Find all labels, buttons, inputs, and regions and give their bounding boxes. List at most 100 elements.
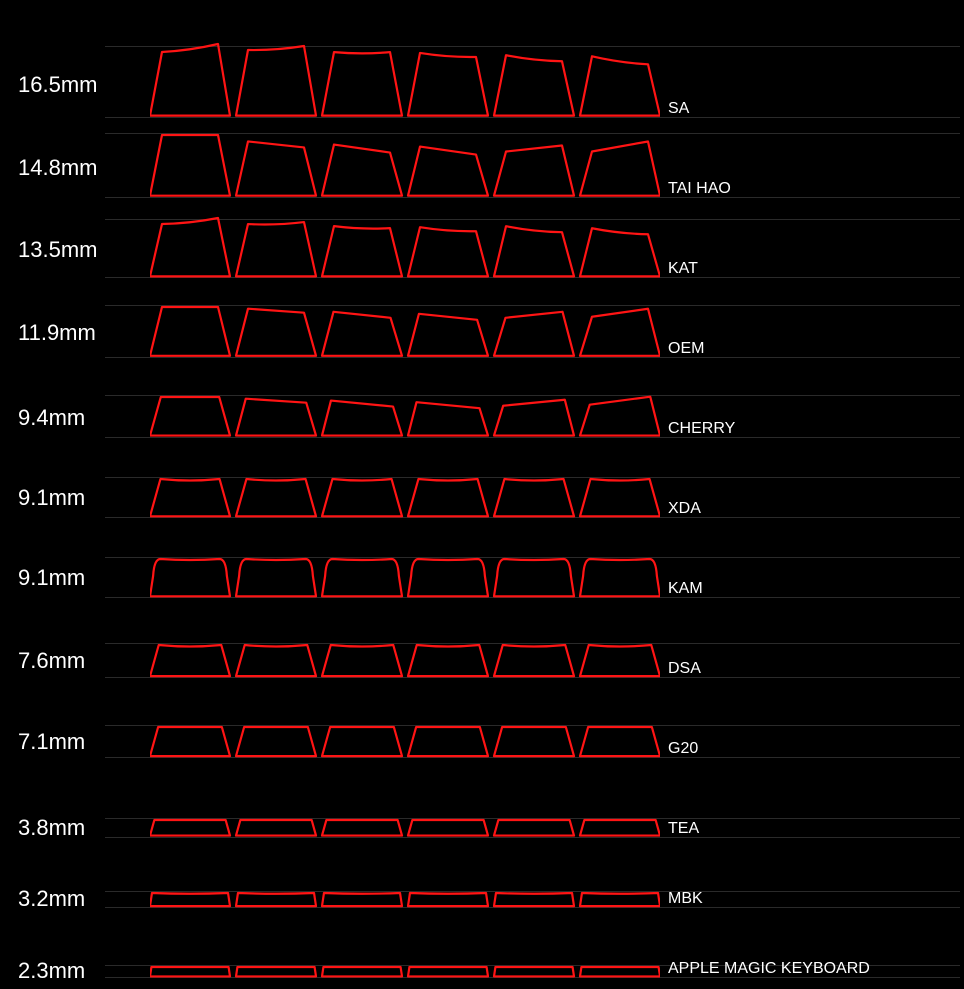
height-label: 14.8mm (18, 155, 97, 181)
keycap-outline (236, 142, 316, 196)
profile-name-label: SA (668, 100, 689, 118)
keycap-outline (322, 820, 402, 836)
profile-name-label: APPLE MAGIC KEYBOARD (668, 960, 870, 978)
keycap-outline (236, 222, 316, 276)
keycap-outline (236, 309, 316, 356)
profile-name-label: DSA (668, 660, 701, 678)
keycap-outline (150, 218, 230, 276)
keycap-outline (408, 403, 488, 436)
height-label: 7.6mm (18, 648, 85, 674)
keycap-outline (408, 893, 488, 906)
keycap-outline (580, 142, 660, 196)
keycap-outline (408, 314, 488, 356)
keycap-row (150, 36, 660, 118)
keycap-outline (150, 135, 230, 196)
height-label: 9.1mm (18, 485, 85, 511)
keycap-row (150, 715, 660, 758)
keycap-outline (322, 312, 402, 356)
keycap-outline (150, 307, 230, 356)
keycap-outline (150, 479, 230, 516)
keycap-outline (322, 145, 402, 196)
keycap-outline (322, 52, 402, 116)
profile-name-label: OEM (668, 340, 704, 358)
keycap-outline (494, 559, 574, 596)
keycap-row (150, 209, 660, 278)
keycap-row (150, 547, 660, 598)
keycap-outline (322, 727, 402, 756)
keycap-outline (494, 645, 574, 676)
keycap-outline (580, 479, 660, 516)
keycap-profile-chart: 16.5mm SA 14.8mm TAI HAO 13.5mm KAT 11.9mm OEM 9… (0, 0, 964, 989)
profile-name-label: CHERRY (668, 420, 735, 438)
keycap-outline (580, 397, 660, 436)
height-label: 16.5mm (18, 72, 97, 98)
keycap-outline (580, 309, 660, 356)
profile-name-label: KAT (668, 260, 698, 278)
keycap-outline (408, 820, 488, 836)
keycap-outline (408, 227, 488, 276)
keycap-outline (150, 893, 230, 906)
keycap-outline (494, 400, 574, 436)
keycap-outline (580, 820, 660, 836)
keycap-outline (494, 967, 574, 976)
keycap-outline (236, 727, 316, 756)
keycap-outline (150, 967, 230, 976)
height-label: 9.4mm (18, 405, 85, 431)
keycap-outline (150, 44, 230, 116)
keycap-outline (236, 479, 316, 516)
height-label: 2.3mm (18, 958, 85, 984)
profile-name-label: G20 (668, 740, 698, 758)
keycap-row (150, 881, 660, 908)
keycap-outline (408, 967, 488, 976)
keycap-outline (580, 893, 660, 906)
keycap-outline (322, 559, 402, 596)
height-label: 11.9mm (18, 320, 96, 346)
keycap-outline (322, 645, 402, 676)
keycap-outline (150, 820, 230, 836)
keycap-row (150, 955, 660, 978)
keycap-outline (322, 893, 402, 906)
keycap-outline (236, 967, 316, 976)
keycap-outline (580, 228, 660, 276)
keycap-outline (408, 53, 488, 116)
keycap-outline (580, 645, 660, 676)
keycap-outline (150, 727, 230, 756)
keycap-outline (494, 820, 574, 836)
keycap-outline (322, 226, 402, 276)
keycap-outline (494, 893, 574, 906)
keycap-outline (494, 727, 574, 756)
keycap-row (150, 467, 660, 518)
keycap-outline (494, 56, 574, 116)
profile-name-label: MBK (668, 890, 703, 908)
height-label: 3.2mm (18, 886, 85, 912)
keycap-row (150, 808, 660, 838)
keycap-outline (494, 312, 574, 356)
keycap-outline (236, 46, 316, 116)
keycap-outline (408, 559, 488, 596)
keycap-outline (236, 820, 316, 836)
height-label: 7.1mm (18, 729, 85, 755)
keycap-outline (322, 479, 402, 516)
keycap-row (150, 295, 660, 358)
keycap-outline (150, 559, 230, 596)
keycap-outline (150, 645, 230, 676)
keycap-outline (322, 967, 402, 976)
height-label: 9.1mm (18, 565, 85, 591)
keycap-outline (150, 397, 230, 436)
height-label: 13.5mm (18, 237, 97, 263)
keycap-outline (494, 226, 574, 276)
keycap-row (150, 385, 660, 438)
keycap-outline (236, 893, 316, 906)
keycap-outline (580, 559, 660, 596)
keycap-row (150, 123, 660, 198)
profile-name-label: XDA (668, 500, 701, 518)
keycap-outline (408, 645, 488, 676)
profile-name-label: TAI HAO (668, 180, 731, 198)
keycap-outline (580, 727, 660, 756)
keycap-outline (408, 727, 488, 756)
keycap-outline (236, 645, 316, 676)
keycap-outline (236, 399, 316, 436)
keycap-outline (580, 967, 660, 976)
profile-name-label: KAM (668, 580, 703, 598)
keycap-row (150, 633, 660, 678)
